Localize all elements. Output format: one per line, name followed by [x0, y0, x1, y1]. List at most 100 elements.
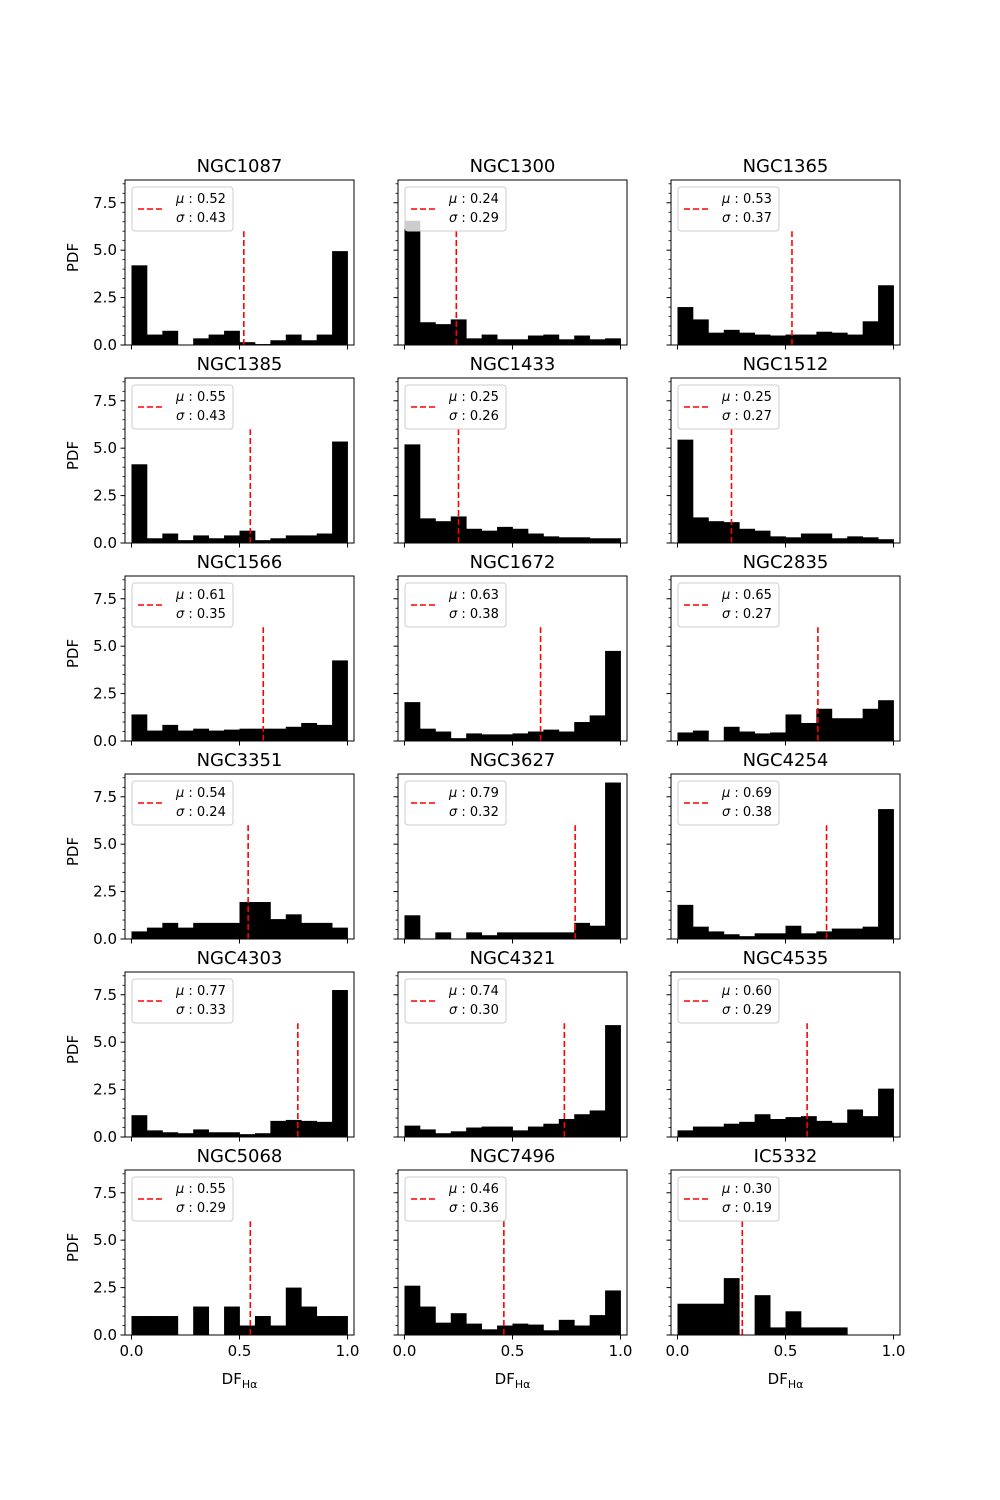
histogram-bar [692, 319, 709, 345]
histogram-bar [404, 915, 421, 939]
legend-sigma: σ : 0.27 [722, 409, 772, 424]
x-tick-label: 1.0 [609, 1342, 633, 1360]
subplot-ngc3627: NGC3627 μ : 0.79 σ : 0.32 [393, 750, 628, 944]
histogram-bar [677, 732, 694, 741]
legend-sigma: σ : 0.29 [722, 1003, 772, 1018]
histogram-bar [527, 932, 544, 939]
histogram-bar [800, 1116, 817, 1137]
legend-mu-value: 0.46 [470, 1182, 499, 1197]
histogram-bar [831, 538, 848, 543]
histogram-bar [285, 334, 302, 345]
histogram-bar [419, 322, 436, 345]
histogram-bar [708, 332, 725, 345]
legend-mu: μ : 0.52 [175, 192, 226, 207]
histogram-bar [512, 1130, 529, 1137]
histogram-bar [785, 1117, 802, 1137]
histogram-bar [800, 722, 817, 741]
legend-mu-value: 0.63 [470, 588, 499, 603]
y-tick-label: 7.5 [93, 392, 117, 410]
histogram-bar [543, 729, 560, 741]
histogram-bar [878, 809, 894, 939]
histogram-bar [301, 922, 318, 939]
histogram-bar [527, 335, 544, 345]
subplot-title: NGC1087 [197, 156, 283, 177]
histogram-bar [605, 1290, 621, 1335]
histogram-bar [739, 936, 756, 939]
histogram-bar [435, 932, 452, 939]
histogram-bar [708, 1126, 725, 1137]
histogram-bar [285, 914, 302, 939]
histogram-bar [450, 1131, 467, 1137]
x-tick-label: 0.5 [774, 1342, 798, 1360]
x-tick-label: 0.0 [393, 1342, 417, 1360]
legend-sigma-value: 0.37 [743, 211, 772, 226]
histogram-bar [224, 535, 240, 543]
histogram-bar [574, 722, 591, 741]
subplot-title: IC5332 [754, 1146, 818, 1167]
legend-sigma: σ : 0.37 [722, 211, 772, 226]
legend-sigma: σ : 0.38 [449, 607, 499, 622]
histogram-bar [605, 338, 621, 345]
legend-sigma: σ : 0.30 [449, 1003, 499, 1018]
histogram-bar [558, 932, 575, 939]
histogram-bar [419, 518, 436, 543]
x-tick-label: 0.5 [501, 1342, 525, 1360]
subplot-ngc1087: NGC1087 0.0 2.5 5.0 7.5 PDF μ : 0.52 σ : 0.43 [64, 156, 355, 354]
legend-mu-value: 0.55 [197, 1182, 226, 1197]
histogram-bar [497, 339, 513, 345]
histogram-bar [770, 1118, 786, 1137]
histogram-bar [754, 334, 771, 345]
histogram-bar [589, 925, 606, 939]
histogram-bar [754, 733, 771, 741]
histogram-bar [193, 1306, 210, 1335]
subplot-ngc7496: NGC7496 0.0 0.5 1.0 DFHα μ : 0.46 σ : 0.36 [393, 1146, 633, 1391]
histogram-bar [800, 533, 817, 543]
histogram-bar [146, 927, 163, 939]
histogram-bar [862, 1116, 879, 1137]
y-tick-label: 2.5 [93, 883, 117, 901]
x-axis-label: DFHα [768, 1370, 804, 1391]
y-tick-label: 2.5 [93, 685, 117, 703]
histogram-bar [605, 650, 621, 741]
legend-mu-value: 0.25 [743, 390, 772, 405]
histogram-bar [316, 922, 333, 939]
histogram-bar [316, 724, 333, 741]
histogram-bar [831, 1122, 848, 1137]
legend-sigma-value: 0.27 [743, 607, 772, 622]
subplot-ngc1512: NGC1512 μ : 0.25 σ : 0.27 [666, 354, 901, 548]
legend-mu: μ : 0.65 [721, 588, 772, 603]
legend: μ : 0.25 σ : 0.27 [677, 384, 780, 430]
histogram-bar [208, 1132, 225, 1137]
histogram-bar [739, 731, 756, 741]
histogram-bar [739, 528, 756, 543]
y-tick-label: 2.5 [93, 1279, 117, 1297]
histogram-bar [543, 536, 560, 543]
histogram-bar [404, 1125, 421, 1137]
histogram-bar [270, 919, 287, 939]
legend: μ : 0.74 σ : 0.30 [404, 978, 507, 1024]
histogram-bar [527, 1324, 544, 1335]
histogram-bar [316, 1121, 333, 1137]
histogram-bar [285, 535, 302, 543]
histogram-bar [543, 334, 560, 345]
histogram-bar [254, 540, 271, 543]
legend-box [131, 1176, 234, 1222]
y-axis-label: PDF [64, 1035, 82, 1064]
histogram-bar [208, 538, 225, 543]
histogram-bar [239, 530, 256, 543]
legend-sigma: σ : 0.19 [722, 1201, 772, 1216]
histogram-bar [677, 439, 694, 543]
histogram-bar [497, 932, 513, 939]
histogram-bar [466, 1323, 483, 1335]
x-axis-label: DFHα [222, 1370, 258, 1391]
histogram-bar [466, 1127, 483, 1137]
histogram-bar [847, 928, 864, 939]
legend-box [131, 384, 234, 430]
x-axis-label-main: DF [222, 1370, 242, 1388]
histogram-bar [162, 1132, 179, 1137]
legend-mu: μ : 0.63 [448, 588, 499, 603]
histogram-bar [435, 1322, 452, 1335]
histogram-bar [146, 1130, 163, 1137]
subplot-ngc2835: NGC2835 μ : 0.65 σ : 0.27 [666, 552, 901, 746]
histogram-bar [146, 730, 163, 741]
